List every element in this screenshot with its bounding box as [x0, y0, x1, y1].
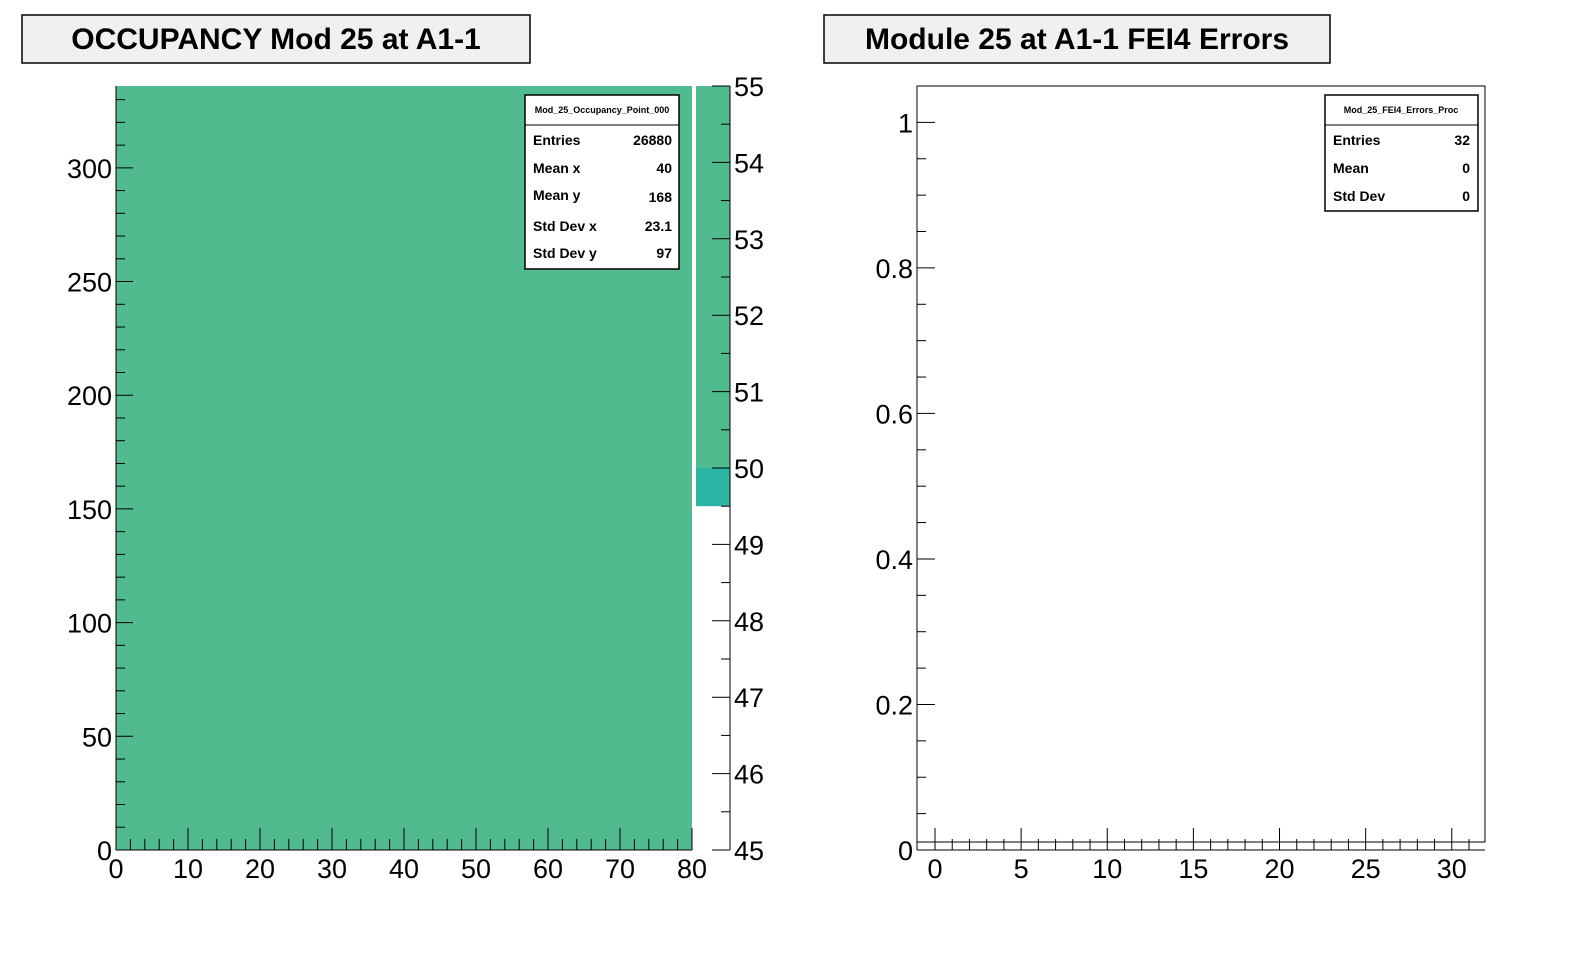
occupancy-stat-label: Std Dev x — [533, 218, 597, 234]
errors-x-tick-label: 30 — [1437, 854, 1467, 884]
occupancy-title: OCCUPANCY Mod 25 at A1-1 — [71, 23, 481, 56]
errors-x-tick-label: 0 — [927, 854, 942, 884]
errors-y-tick-label: 0.4 — [875, 545, 913, 575]
errors-stat-label: Entries — [1333, 132, 1381, 148]
occupancy-stats-name: Mod_25_Occupancy_Point_000 — [535, 105, 670, 115]
errors-stat-label: Mean — [1333, 160, 1369, 176]
occupancy-panel: OCCUPANCY Mod 25 at A1-1 45 46 47 48 49 50 51 5… — [21, 14, 764, 884]
occupancy-stat-value: 97 — [656, 245, 672, 261]
occupancy-y-tick-label: 50 — [82, 722, 112, 752]
errors-stat-label: Std Dev — [1333, 188, 1385, 204]
colorbar-tick-label: 47 — [734, 683, 764, 713]
errors-x-tick-label: 10 — [1092, 854, 1122, 884]
errors-x-tick-label: 25 — [1351, 854, 1381, 884]
errors-y-tick-label: 0.8 — [875, 254, 913, 284]
occupancy-y-tick-label: 200 — [67, 381, 112, 411]
occupancy-y-tick-label: 100 — [67, 609, 112, 639]
errors-x-tick-label: 5 — [1014, 854, 1029, 884]
occupancy-x-tick-label: 30 — [317, 854, 347, 884]
errors-y-tick-label: 0.6 — [875, 399, 913, 429]
occupancy-title-box — [21, 14, 531, 64]
errors-x-tick-label: 20 — [1264, 854, 1294, 884]
occupancy-y-tick-label: 150 — [67, 495, 112, 525]
occupancy-colorbar: 45 46 47 48 49 50 51 52 53 54 55 — [696, 72, 764, 866]
colorbar-band — [696, 468, 730, 507]
colorbar-tick-label: 52 — [734, 301, 764, 331]
errors-title: Module 25 at A1-1 FEI4 Errors — [865, 23, 1289, 56]
occupancy-x-tick-label: 70 — [605, 854, 635, 884]
errors-stat-value: 32 — [1454, 132, 1470, 148]
occupancy-stat-value: 26880 — [633, 132, 672, 148]
errors-plot-frame — [916, 85, 1486, 843]
colorbar-tick-label: 54 — [734, 148, 764, 178]
occupancy-x-tick-label: 20 — [245, 854, 275, 884]
occupancy-stat-label: Mean x — [533, 160, 581, 176]
occupancy-stat-value: 23.1 — [645, 218, 672, 234]
colorbar-tick-label: 55 — [734, 72, 764, 102]
occupancy-y-tick-label: 0 — [97, 836, 112, 866]
errors-title-box — [823, 14, 1331, 64]
colorbar-tick-label: 53 — [734, 225, 764, 255]
errors-y-tick-label: 1 — [898, 108, 913, 138]
occupancy-x-tick-label: 0 — [108, 854, 123, 884]
occupancy-stat-label: Entries — [533, 132, 581, 148]
errors-axes: 0 5 10 15 20 25 30 0 0.2 0.4 0.6 0.8 1 — [875, 86, 1485, 884]
occupancy-x-tick-label: 80 — [677, 854, 707, 884]
occupancy-stat-label: Std Dev y — [533, 245, 597, 261]
occupancy-axes: 0 10 20 30 40 50 60 70 80 0 50 100 150 200 250 300 — [67, 86, 707, 884]
colorbar-tick-label: 49 — [734, 530, 764, 560]
occupancy-y-tick-label: 300 — [67, 154, 112, 184]
occupancy-x-tick-label: 10 — [173, 854, 203, 884]
colorbar-tick-label: 48 — [734, 607, 764, 637]
occupancy-stat-value: 168 — [649, 189, 673, 205]
errors-y-tick-label: 0 — [898, 836, 913, 866]
errors-stat-value: 0 — [1462, 160, 1470, 176]
errors-stats-name: Mod_25_FEI4_Errors_Proc — [1344, 105, 1459, 115]
colorbar-tick-label: 50 — [734, 454, 764, 484]
errors-stats-frame — [1324, 94, 1479, 212]
errors-panel: Module 25 at A1-1 FEI4 Errors 0 5 10 15 20 25… — [823, 14, 1486, 884]
occupancy-x-tick-label: 40 — [389, 854, 419, 884]
errors-x-tick-label: 15 — [1178, 854, 1208, 884]
colorbar-tick-label: 45 — [734, 836, 764, 866]
occupancy-stats-box: Mod_25_Occupancy_Point_000 Entries 26880… — [524, 94, 680, 270]
colorbar-tick-label: 51 — [734, 378, 764, 408]
errors-stats-box: Mod_25_FEI4_Errors_Proc Entries 32 Mean … — [1324, 94, 1479, 212]
colorbar-tick-label: 46 — [734, 760, 764, 790]
occupancy-y-tick-label: 250 — [67, 268, 112, 298]
occupancy-x-tick-label: 60 — [533, 854, 563, 884]
occupancy-x-tick-label: 50 — [461, 854, 491, 884]
errors-stat-value: 0 — [1462, 188, 1470, 204]
occupancy-stats-frame — [524, 94, 680, 270]
errors-y-tick-label: 0.2 — [875, 690, 913, 720]
occupancy-stat-label: Mean y — [533, 187, 581, 203]
occupancy-stat-value: 40 — [656, 160, 672, 176]
